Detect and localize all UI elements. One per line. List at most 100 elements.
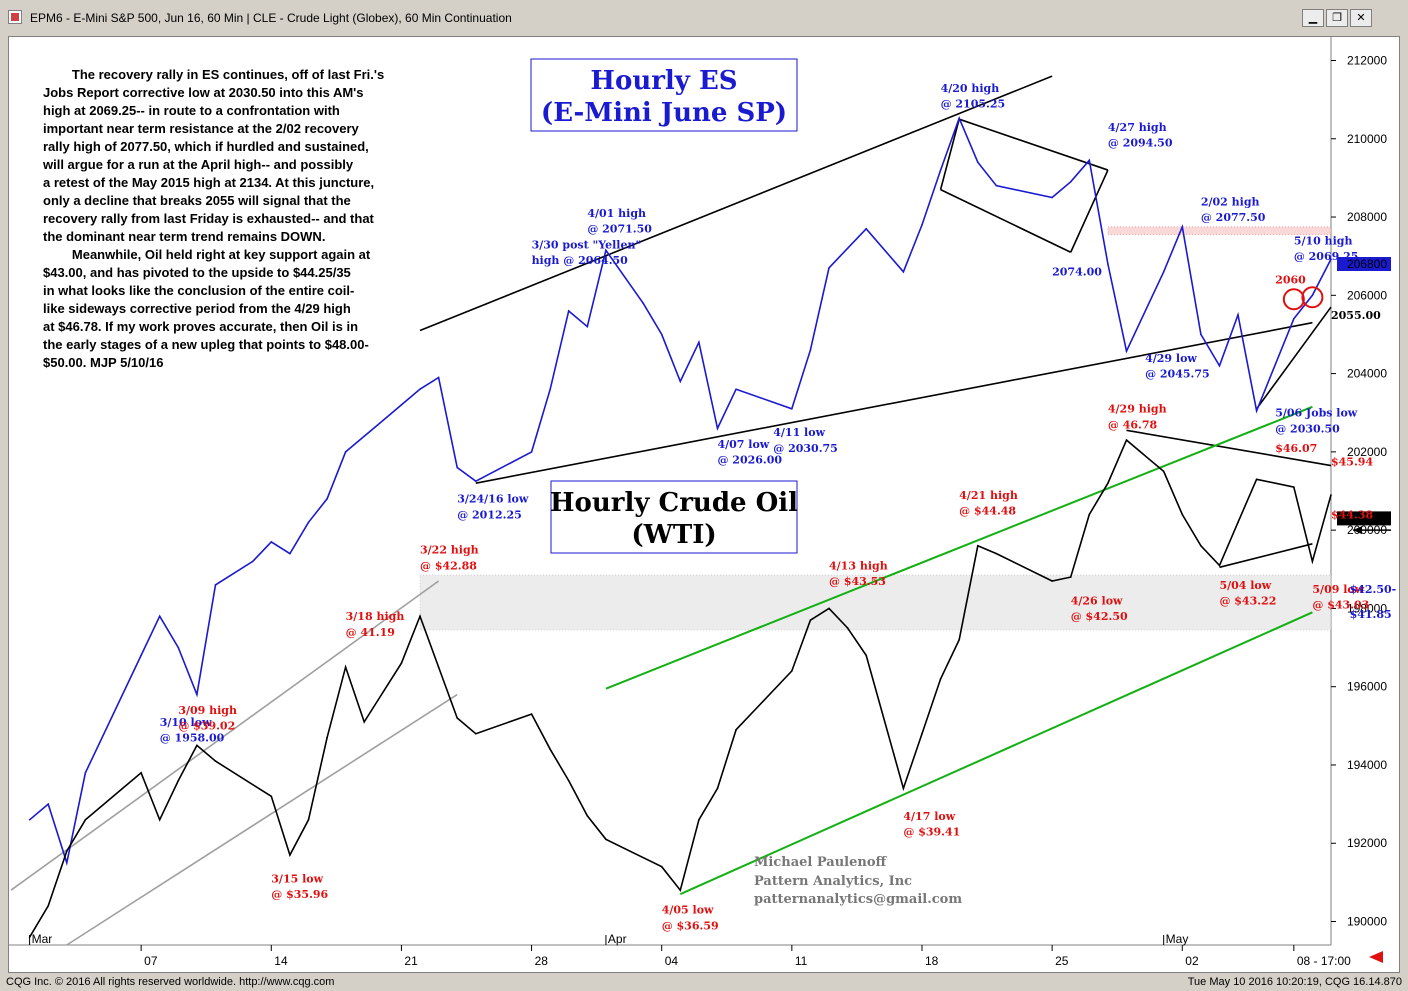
es-data-point <box>828 267 830 269</box>
es-title-line: Hourly ES <box>590 66 737 96</box>
annotation-label: 2055.00 <box>1331 309 1381 322</box>
es-data-point <box>958 117 960 120</box>
oil-data-point <box>660 865 663 868</box>
es-data-point <box>549 388 551 391</box>
oil-data-point <box>828 607 830 610</box>
trend-line <box>1069 169 1109 253</box>
oil-data-point <box>791 670 793 672</box>
oil-data-point <box>1088 513 1091 516</box>
es-data-point <box>1200 333 1202 336</box>
es-data-point <box>344 451 347 453</box>
y-tick-label: 198000 <box>1347 601 1387 615</box>
marker-2060-a <box>1282 288 1305 311</box>
es-data-point <box>791 408 793 410</box>
commentary-line: $50.00. MJP 5/10/16 <box>43 355 163 370</box>
trend-line <box>940 188 1072 253</box>
close-icon: ✕ <box>1356 12 1366 24</box>
es-data-point <box>939 169 942 171</box>
commentary-line: $43.00, and has pivoted to the upside to… <box>43 265 351 280</box>
oil-price-arrow-head <box>1353 526 1362 535</box>
y-tick-label: 196000 <box>1347 680 1387 694</box>
es-data-point <box>679 380 682 383</box>
annotation-label: @ $44.48 <box>959 504 1016 517</box>
oil-price-tag-label: 4412 <box>1360 511 1387 525</box>
minimize-button[interactable]: ▁ <box>1302 9 1324 27</box>
annotation-label: @ $43.22 <box>1219 595 1276 608</box>
es-data-point <box>846 247 849 250</box>
x-tick-label: 02 <box>1185 954 1199 968</box>
trend-line <box>10 580 440 891</box>
x-tick-label: 28 <box>535 954 549 968</box>
oil-data-point <box>958 638 960 641</box>
commentary-line: the early stages of a new upleg that poi… <box>43 337 369 352</box>
annotation-label: @ $43.53 <box>829 575 886 588</box>
annotation-label: @ $42.88 <box>420 559 477 572</box>
chart-frame[interactable]: 212000 210000 208000 206000 204000 202000 2000… <box>8 36 1400 973</box>
oil-data-point <box>47 905 49 907</box>
es-data-point <box>307 521 310 524</box>
annotation-label: 3/10 low <box>160 716 212 729</box>
es-resistance-zone <box>1107 226 1332 236</box>
es-data-point <box>196 693 198 696</box>
oil-data-point <box>456 717 458 719</box>
es-price-tag-label: 206800 <box>1347 257 1387 271</box>
oil-data-point <box>1051 580 1053 582</box>
commentary-line: like sideways corrective period from the… <box>43 301 351 316</box>
es-data-point <box>326 498 328 500</box>
restore-button[interactable]: ❐ <box>1326 9 1348 27</box>
annotation-label: @ 1958.00 <box>160 731 225 744</box>
scroll-arrow <box>1369 951 1383 963</box>
y-tick-label: 190000 <box>1347 915 1387 929</box>
x-tick-label: 08 - 17:00 <box>1297 954 1351 968</box>
oil-data-point <box>679 889 682 892</box>
es-data-point <box>1162 271 1165 273</box>
oil-data-point <box>1200 544 1202 547</box>
es-data-point <box>382 419 384 422</box>
credit-company: Pattern Analytics, Inc <box>754 874 912 889</box>
oil-data-point <box>196 744 198 747</box>
chart-canvas[interactable]: 2120002100002080002060002040002020002000… <box>9 37 1399 972</box>
x-tick-label: 07 <box>144 954 158 968</box>
annotation-label: 4/17 low <box>903 810 955 823</box>
commentary-line: rally high of 2077.50, which if hurdled … <box>43 139 369 154</box>
es-data-point <box>474 480 477 483</box>
minimize-icon: ▁ <box>1308 12 1318 24</box>
es-data-point <box>642 302 644 304</box>
commentary-line: recovery rally from last Friday is exhau… <box>43 211 375 226</box>
commentary-line: Jobs Report corrective low at 2030.50 in… <box>43 85 363 100</box>
es-data-point <box>1311 294 1314 297</box>
es-data-point <box>456 466 458 469</box>
oil-data-point <box>307 818 310 821</box>
annotation-label: @ $42.50 <box>1071 610 1128 623</box>
credit-name: Michael Paulenoff <box>754 855 887 870</box>
trend-line <box>419 75 1053 332</box>
es-data-point <box>1051 196 1053 199</box>
commentary-line: the dominant near term trend remains DOW… <box>43 229 325 244</box>
app-icon <box>8 10 22 24</box>
window-title: EPM6 - E-Mini S&P 500, Jun 16, 60 Min | … <box>30 11 512 25</box>
oil-data-point <box>549 748 551 751</box>
es-data-point <box>1237 314 1239 316</box>
oil-data-point <box>158 818 161 821</box>
y-tick-label: 204000 <box>1347 367 1387 381</box>
oil-data-point <box>846 627 849 629</box>
annotation-label: 3/24/16 low <box>457 493 529 506</box>
annotation-label: @ $43.03 <box>1312 598 1369 611</box>
y-axis-panel <box>1331 37 1399 972</box>
oil-data-point <box>1125 439 1128 441</box>
close-button[interactable]: ✕ <box>1350 9 1372 27</box>
oil-data-point <box>1237 521 1239 524</box>
oil-data-point <box>177 779 180 782</box>
es-data-point <box>567 310 570 312</box>
annotation-label: @ 2094.50 <box>1108 137 1173 150</box>
es-data-point <box>158 615 161 618</box>
y-tick-label: 208000 <box>1347 210 1387 224</box>
oil-data-point <box>270 795 273 798</box>
annotation-label: 4/20 high <box>941 82 1000 95</box>
commentary-line: in what looks like the conclusion of the… <box>43 283 354 298</box>
es-data-point <box>1125 350 1128 352</box>
annotation-label: @ $36.59 <box>662 919 719 932</box>
annotation-label: @ 46.78 <box>1108 418 1158 431</box>
commentary-line: important near term resistance at the 2/… <box>43 121 360 136</box>
month-label: May <box>1166 932 1189 946</box>
